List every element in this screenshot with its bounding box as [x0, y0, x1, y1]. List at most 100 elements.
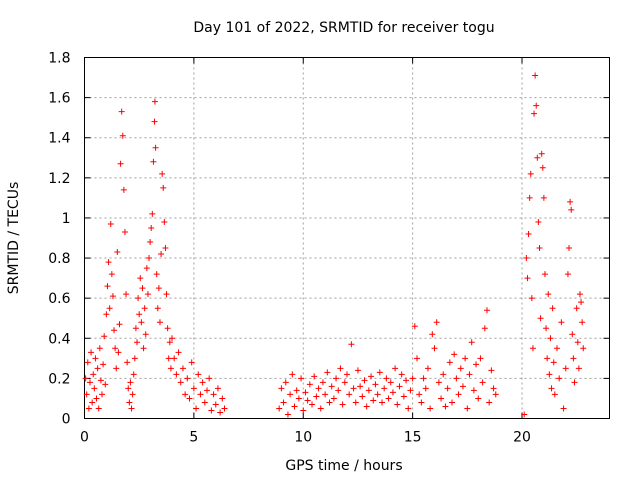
- x-tick-label: 5: [189, 430, 198, 446]
- data-point: [354, 367, 361, 374]
- data-point: [97, 377, 104, 384]
- data-point: [405, 405, 412, 412]
- data-point: [328, 383, 335, 390]
- data-point: [457, 365, 464, 372]
- data-point: [579, 319, 586, 326]
- data-point: [558, 319, 565, 326]
- data-point: [91, 385, 98, 392]
- chart-title: Day 101 of 2022, SRMTID for receiver tog…: [193, 20, 494, 36]
- data-point: [282, 379, 289, 386]
- data-point: [136, 311, 143, 318]
- data-point: [106, 305, 113, 312]
- data-point: [481, 325, 488, 332]
- data-point: [166, 339, 173, 346]
- y-tick-label: 1.8: [48, 51, 70, 67]
- data-point: [302, 389, 309, 396]
- data-point: [411, 323, 418, 330]
- data-point: [339, 401, 346, 408]
- data-point: [533, 102, 540, 109]
- y-tick-label: 0.8: [48, 251, 70, 267]
- data-point: [158, 251, 165, 258]
- data-point: [468, 339, 475, 346]
- data-point: [132, 325, 139, 332]
- data-point: [488, 367, 495, 374]
- data-point: [84, 359, 91, 366]
- data-point: [357, 383, 364, 390]
- data-point: [127, 379, 134, 386]
- data-point: [102, 381, 109, 388]
- data-point: [197, 391, 204, 398]
- data-point: [459, 383, 466, 390]
- data-point: [125, 385, 132, 392]
- data-point: [86, 379, 93, 386]
- data-point: [554, 345, 560, 352]
- data-point: [333, 375, 340, 382]
- data-point: [291, 403, 298, 410]
- data-point: [486, 399, 493, 406]
- data-point: [109, 293, 116, 300]
- data-point: [451, 351, 458, 358]
- data-point: [171, 355, 178, 362]
- y-tick-label: 0: [62, 412, 71, 428]
- data-point: [528, 295, 535, 302]
- data-point: [576, 291, 583, 298]
- data-point: [453, 375, 460, 382]
- data-point: [344, 371, 350, 378]
- data-point: [89, 399, 96, 406]
- data-point: [204, 387, 210, 394]
- y-tick-label: 0.2: [48, 371, 70, 387]
- data-point: [446, 359, 453, 366]
- data-point: [537, 315, 544, 322]
- data-point: [409, 375, 416, 382]
- data-point: [551, 391, 558, 398]
- data-point: [403, 377, 410, 384]
- data-point: [550, 359, 557, 366]
- y-tick-label: 1.6: [48, 91, 70, 107]
- data-point: [101, 333, 108, 340]
- data-point: [379, 399, 385, 406]
- data-point: [188, 359, 195, 366]
- data-point: [130, 371, 137, 378]
- data-point: [455, 391, 462, 398]
- data-point: [280, 399, 287, 406]
- data-point: [569, 331, 576, 338]
- data-point: [148, 224, 155, 231]
- data-point: [162, 245, 169, 252]
- data-point: [556, 375, 563, 382]
- data-point: [400, 393, 407, 400]
- data-point: [394, 401, 401, 408]
- data-point: [103, 311, 110, 318]
- data-point: [154, 305, 161, 312]
- data-point: [141, 305, 148, 312]
- data-point: [529, 345, 536, 352]
- data-point: [540, 194, 547, 201]
- data-point: [139, 285, 146, 292]
- data-point: [129, 391, 136, 398]
- data-point: [546, 371, 553, 378]
- data-point: [115, 349, 122, 356]
- data-point: [120, 186, 127, 193]
- x-tick-label: 10: [294, 430, 312, 446]
- data-point: [112, 345, 119, 352]
- data-point: [201, 399, 208, 406]
- data-point: [287, 391, 294, 398]
- data-point: [381, 385, 388, 392]
- data-point: [544, 355, 551, 362]
- data-point: [407, 387, 414, 394]
- y-tick-label: 0.6: [48, 291, 70, 307]
- data-point: [95, 405, 102, 412]
- data-point: [85, 405, 92, 412]
- data-point: [193, 405, 200, 412]
- data-point: [146, 255, 153, 262]
- data-point: [363, 403, 370, 410]
- data-point: [108, 271, 115, 278]
- data-point: [134, 339, 140, 346]
- data-point: [319, 379, 326, 386]
- data-point: [150, 158, 157, 165]
- data-point: [466, 371, 473, 378]
- data-point: [526, 194, 533, 201]
- data-point: [153, 271, 160, 278]
- data-point: [160, 184, 167, 191]
- data-point: [433, 319, 440, 326]
